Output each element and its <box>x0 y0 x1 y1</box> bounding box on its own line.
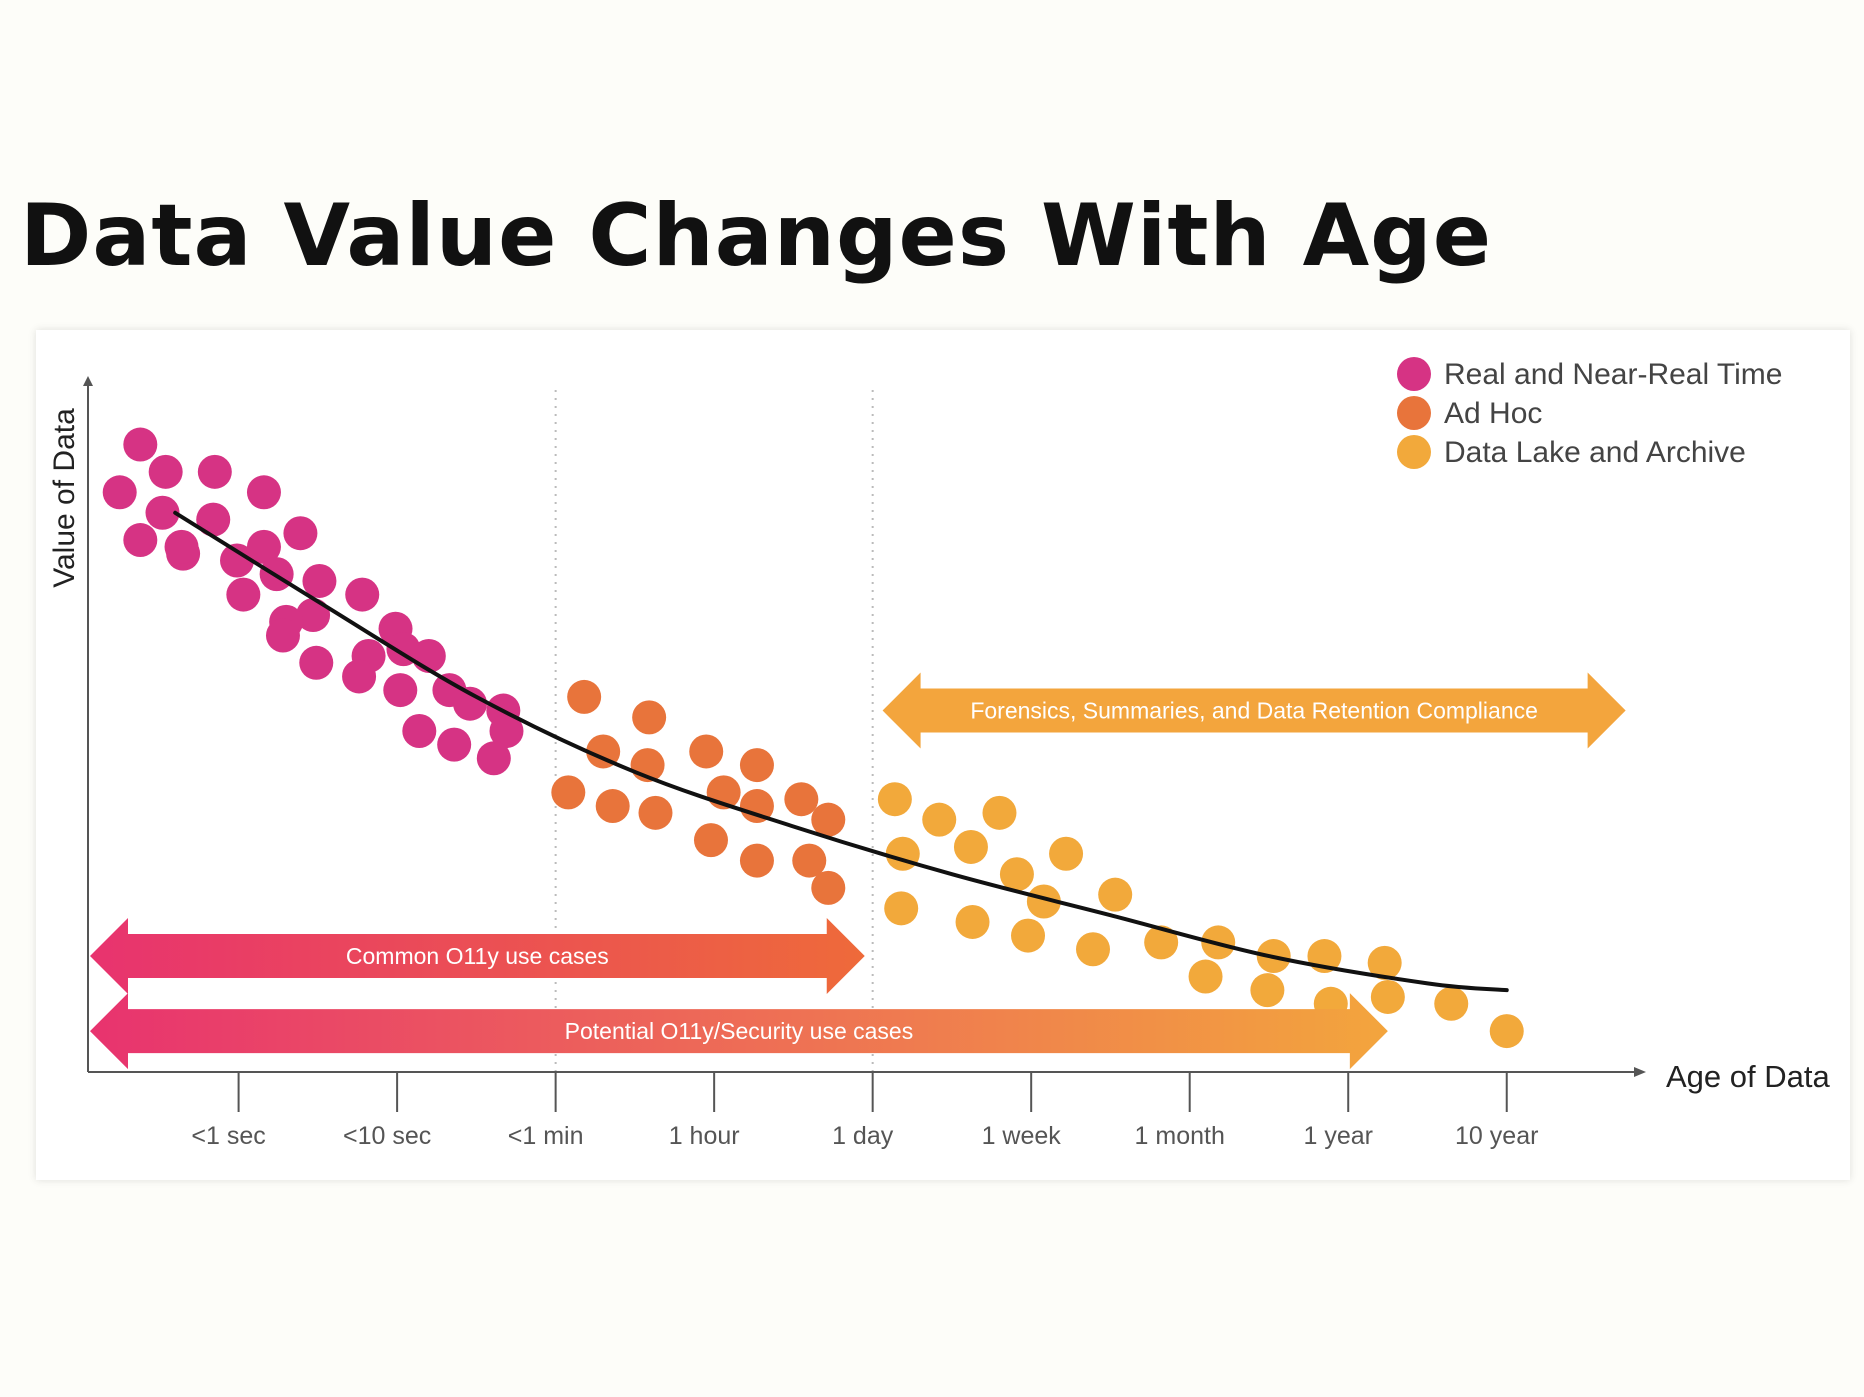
use-case-arrow-1 <box>90 918 865 995</box>
use-case-arrows: Forensics, Summaries, and Data Retention… <box>90 672 1626 1070</box>
data-point <box>226 577 261 612</box>
legend-entry-label: Ad Hoc <box>1444 397 1542 430</box>
data-point <box>402 714 437 748</box>
use-case-arrow-2 <box>90 993 1388 1070</box>
data-point <box>102 475 137 510</box>
data-point <box>922 802 957 837</box>
data-point <box>1011 918 1046 953</box>
data-point <box>197 454 232 489</box>
legend-marker <box>1397 396 1431 430</box>
data-point <box>811 870 846 905</box>
data-point <box>299 645 334 680</box>
use-case-arrow-label: Forensics, Summaries, and Data Retention… <box>970 698 1538 724</box>
data-point <box>792 843 827 878</box>
x-tick-label: 1 year <box>1303 1122 1372 1150</box>
x-axis-arrowhead <box>1634 1067 1646 1077</box>
data-point <box>784 782 819 817</box>
data-point <box>1076 932 1111 967</box>
data-point <box>283 516 318 551</box>
data-point <box>489 714 524 748</box>
data-point <box>453 686 488 721</box>
data-point <box>265 618 300 653</box>
trend-line <box>173 510 1509 993</box>
x-tick-label: 1 week <box>982 1122 1062 1150</box>
data-point <box>811 802 846 837</box>
data-point <box>567 679 602 714</box>
data-point <box>1049 836 1084 871</box>
y-axis-title: Value of Data <box>48 408 81 588</box>
data-point <box>123 427 158 462</box>
data-point <box>739 748 774 783</box>
data-point <box>123 523 158 558</box>
legend-entry-label: Real and Near-Real Time <box>1444 358 1782 391</box>
data-point <box>1489 1014 1524 1049</box>
data-point <box>345 577 380 612</box>
data-point <box>739 843 774 878</box>
data-point <box>383 673 418 708</box>
use-case-arrow-label: Potential O11y/Security use cases <box>565 1018 914 1044</box>
data-point <box>1367 945 1402 980</box>
data-point <box>1098 877 1133 912</box>
data-point <box>220 543 255 578</box>
data-point <box>693 823 728 858</box>
use-case-arrow-label: Common O11y use cases <box>346 943 609 969</box>
x-tick-label: <10 sec <box>343 1122 431 1150</box>
use-case-arrow-0 <box>882 672 1626 749</box>
y-axis-arrowhead <box>83 376 93 386</box>
data-point <box>1188 959 1223 994</box>
legend-entry-label: Data Lake and Archive <box>1444 436 1746 469</box>
data-point <box>999 857 1034 892</box>
data-points <box>102 427 1524 1049</box>
x-tick-label: 1 month <box>1135 1122 1225 1150</box>
trend-curve <box>173 510 1509 993</box>
data-point <box>342 659 377 694</box>
data-point <box>982 795 1017 830</box>
chart-card: <1 sec <10 sec <1 min 1 hour 1 day 1 week 1 mo… <box>36 330 1850 1180</box>
data-point <box>955 904 990 939</box>
data-point <box>739 789 774 824</box>
data-point <box>1370 979 1405 1014</box>
data-point <box>586 734 621 769</box>
legend: Real and Near-Real Time Ad Hoc Data Lake a… <box>1397 357 1782 469</box>
data-point <box>595 789 630 824</box>
scatter-chart: <1 sec <10 sec <1 min 1 hour 1 day 1 week 1 mo… <box>48 357 1830 1150</box>
data-point <box>302 563 337 598</box>
data-point <box>164 529 199 564</box>
legend-marker <box>1397 357 1431 391</box>
data-point <box>632 700 667 735</box>
data-point <box>638 795 673 830</box>
data-point <box>296 598 331 633</box>
data-point <box>1026 884 1061 919</box>
x-axis-title: Age of Data <box>1666 1059 1830 1094</box>
data-point <box>1434 986 1469 1021</box>
x-tick-label: 1 hour <box>669 1122 740 1150</box>
data-point <box>884 891 919 926</box>
x-tick-label: <1 min <box>508 1122 584 1150</box>
data-point <box>148 454 183 489</box>
x-tick-label: <1 sec <box>191 1122 265 1150</box>
data-point <box>476 741 511 776</box>
x-tick-label: 10 year <box>1455 1122 1538 1150</box>
data-point <box>246 475 281 510</box>
data-point <box>551 775 586 810</box>
data-point <box>689 734 724 769</box>
data-point <box>877 782 912 817</box>
data-point <box>145 495 180 530</box>
data-point <box>1250 973 1285 1008</box>
page-title: Data Value Changes With Age <box>20 186 1493 286</box>
data-point <box>246 529 281 564</box>
data-point <box>196 502 231 537</box>
data-point <box>1144 925 1179 960</box>
legend-marker <box>1397 435 1431 469</box>
data-point <box>953 829 988 864</box>
x-tick-label: 1 day <box>832 1122 894 1150</box>
axes: <1 sec <10 sec <1 min 1 hour 1 day 1 week 1 mo… <box>48 376 1830 1150</box>
data-point <box>437 727 472 762</box>
